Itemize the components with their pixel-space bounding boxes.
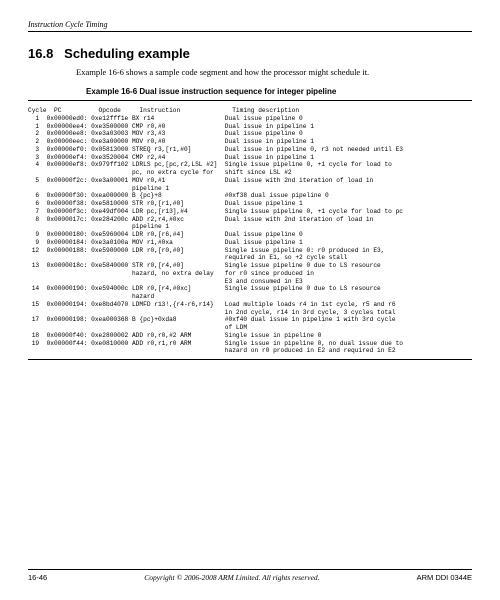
section-title: Scheduling example: [64, 46, 190, 61]
caption-rule-top: [28, 100, 472, 101]
header-rule: [28, 31, 472, 32]
footer-copyright: Copyright © 2006-2008 ARM Limited. All r…: [144, 573, 319, 582]
page-footer: 16-46 Copyright © 2006-2008 ARM Limited.…: [28, 569, 472, 582]
running-header: Instruction Cycle Timing: [28, 20, 472, 29]
section-heading: 16.8 Scheduling example: [28, 46, 472, 61]
section-intro: Example 16-6 shows a sample code segment…: [76, 67, 472, 77]
footer-rule: [28, 569, 472, 570]
caption-rule-bottom: [28, 359, 472, 360]
code-listing: Cycle PC Opcode Instruction Timing descr…: [28, 107, 472, 355]
footer-doc-id: ARM DDI 0344E: [417, 573, 472, 582]
section-number: 16.8: [28, 46, 53, 61]
footer-page-number: 16-46: [28, 573, 47, 582]
page: Instruction Cycle Timing 16.8 Scheduling…: [0, 0, 500, 600]
example-caption: Example 16-6 Dual issue instruction sequ…: [86, 87, 472, 96]
